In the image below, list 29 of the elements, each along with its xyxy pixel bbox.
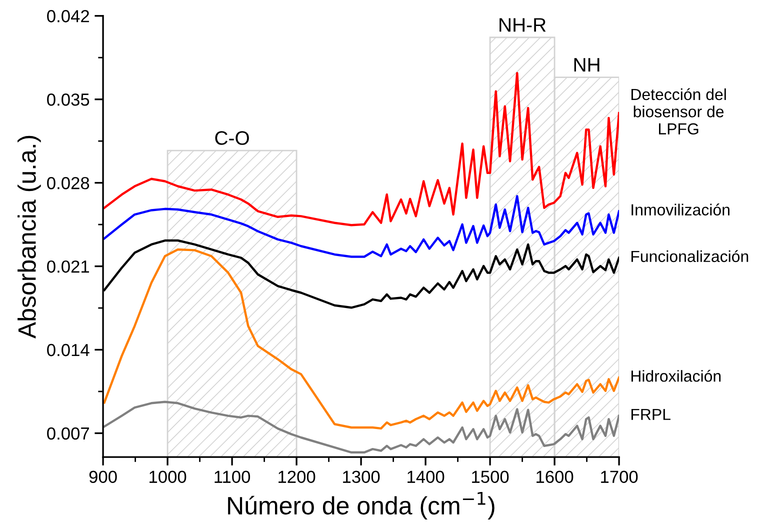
- x-tick-label: 1700: [601, 470, 638, 484]
- line-series: [103, 400, 620, 454]
- y-tick-label: 0.028: [47, 176, 90, 190]
- y-axis-title: Absorbancia (u.a.): [18, 136, 41, 339]
- series-label: FRPL: [631, 408, 670, 420]
- y-tick-label: 0.042: [47, 10, 89, 22]
- x-tick-label: 1000: [150, 470, 186, 484]
- x-tick-label: 900: [89, 470, 117, 484]
- x-axis-title: Número de onda (cm$^{−1}$): [228, 492, 494, 520]
- line-series: [103, 72, 620, 226]
- series-label: Hidroxilación: [631, 370, 721, 382]
- series-label: Inmovilización: [632, 204, 730, 216]
- y-tick-label: 0.014: [47, 344, 90, 356]
- series-label: Funcionalización: [631, 250, 748, 262]
- y-tick-label: 0.035: [47, 94, 90, 106]
- y-tick-label: 0.021: [47, 260, 90, 273]
- y-tick-label: 0.007: [47, 427, 89, 440]
- x-tick-label: 1300: [343, 470, 380, 484]
- band-label: NH-R: [500, 18, 546, 32]
- x-tick-label: 1100: [214, 470, 250, 484]
- x-tick-label: 1200: [278, 470, 316, 484]
- band-label: C-O: [215, 131, 249, 145]
- series-label: Detección del biosensor de LPFG: [631, 88, 726, 135]
- x-tick-label: 1400: [408, 470, 444, 484]
- line-series: [103, 195, 620, 258]
- line-series: [103, 248, 620, 430]
- x-tick-label: 1600: [536, 470, 574, 484]
- band-label: NH: [574, 58, 600, 72]
- x-tick-label: 1500: [472, 470, 509, 484]
